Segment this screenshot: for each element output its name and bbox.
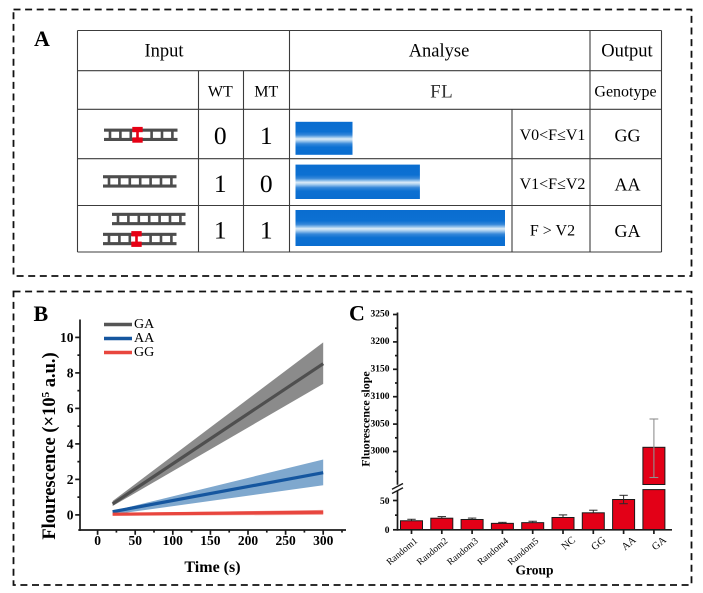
svg-text:1: 1 bbox=[260, 216, 273, 245]
svg-text:Time (s): Time (s) bbox=[184, 559, 240, 576]
svg-text:Random3: Random3 bbox=[446, 536, 481, 568]
svg-text:100: 100 bbox=[163, 533, 184, 548]
svg-text:300: 300 bbox=[313, 533, 334, 548]
svg-text:Random1: Random1 bbox=[385, 536, 420, 568]
svg-text:GG: GG bbox=[590, 535, 609, 553]
svg-text:GA: GA bbox=[134, 317, 155, 332]
svg-text:NC: NC bbox=[560, 535, 578, 553]
svg-text:200: 200 bbox=[238, 533, 259, 548]
svg-text:8: 8 bbox=[67, 366, 74, 381]
svg-text:AA: AA bbox=[620, 535, 639, 553]
svg-text:1: 1 bbox=[214, 169, 227, 198]
svg-text:Genotype: Genotype bbox=[594, 84, 656, 101]
svg-text:6: 6 bbox=[67, 401, 74, 416]
svg-text:250: 250 bbox=[275, 533, 296, 548]
svg-text:10: 10 bbox=[60, 330, 74, 345]
svg-text:MT: MT bbox=[254, 84, 278, 101]
svg-text:0: 0 bbox=[260, 169, 273, 198]
svg-text:Random2: Random2 bbox=[415, 536, 450, 568]
svg-text:AA: AA bbox=[615, 174, 641, 194]
svg-text:A: A bbox=[34, 26, 50, 51]
svg-text:Fluorescence slope: Fluorescence slope bbox=[359, 371, 373, 467]
svg-text:0: 0 bbox=[94, 533, 101, 548]
svg-text:FL: FL bbox=[430, 82, 453, 103]
svg-text:3150: 3150 bbox=[371, 365, 390, 375]
svg-text:GA: GA bbox=[615, 221, 641, 241]
svg-text:1: 1 bbox=[260, 121, 273, 150]
svg-text:V0<F≤V1: V0<F≤V1 bbox=[520, 127, 586, 144]
svg-text:WT: WT bbox=[208, 84, 233, 101]
svg-text:50: 50 bbox=[380, 497, 390, 507]
svg-text:V1<F≤V2: V1<F≤V2 bbox=[520, 176, 586, 193]
svg-text:Input: Input bbox=[144, 41, 184, 61]
svg-text:Analyse: Analyse bbox=[409, 41, 470, 61]
svg-text:3050: 3050 bbox=[371, 419, 390, 429]
svg-text:3200: 3200 bbox=[371, 337, 390, 347]
svg-text:Group: Group bbox=[515, 563, 553, 578]
svg-text:GG: GG bbox=[134, 345, 154, 360]
svg-text:Random4: Random4 bbox=[476, 536, 511, 568]
svg-text:Flourescence (×105 a.u.): Flourescence (×105 a.u.) bbox=[40, 352, 60, 539]
svg-text:GA: GA bbox=[650, 535, 669, 553]
svg-text:3250: 3250 bbox=[371, 310, 390, 320]
svg-text:AA: AA bbox=[134, 331, 155, 346]
svg-text:3000: 3000 bbox=[371, 447, 390, 457]
svg-text:B: B bbox=[34, 301, 49, 326]
svg-text:4: 4 bbox=[67, 437, 74, 452]
svg-text:0: 0 bbox=[214, 121, 227, 150]
svg-text:F > V2: F > V2 bbox=[530, 223, 575, 240]
svg-text:3100: 3100 bbox=[371, 392, 390, 402]
svg-text:2: 2 bbox=[67, 472, 74, 487]
svg-text:Output: Output bbox=[601, 41, 653, 61]
svg-text:0: 0 bbox=[385, 526, 390, 536]
svg-text:1: 1 bbox=[214, 216, 227, 245]
svg-text:0: 0 bbox=[67, 508, 74, 523]
svg-text:50: 50 bbox=[128, 533, 142, 548]
svg-text:C: C bbox=[349, 301, 365, 326]
svg-text:150: 150 bbox=[200, 533, 221, 548]
svg-text:GG: GG bbox=[615, 125, 641, 145]
